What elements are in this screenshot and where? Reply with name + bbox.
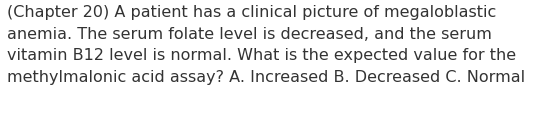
Text: (Chapter 20) A patient has a clinical picture of megaloblastic
anemia. The serum: (Chapter 20) A patient has a clinical pi… (7, 5, 525, 85)
